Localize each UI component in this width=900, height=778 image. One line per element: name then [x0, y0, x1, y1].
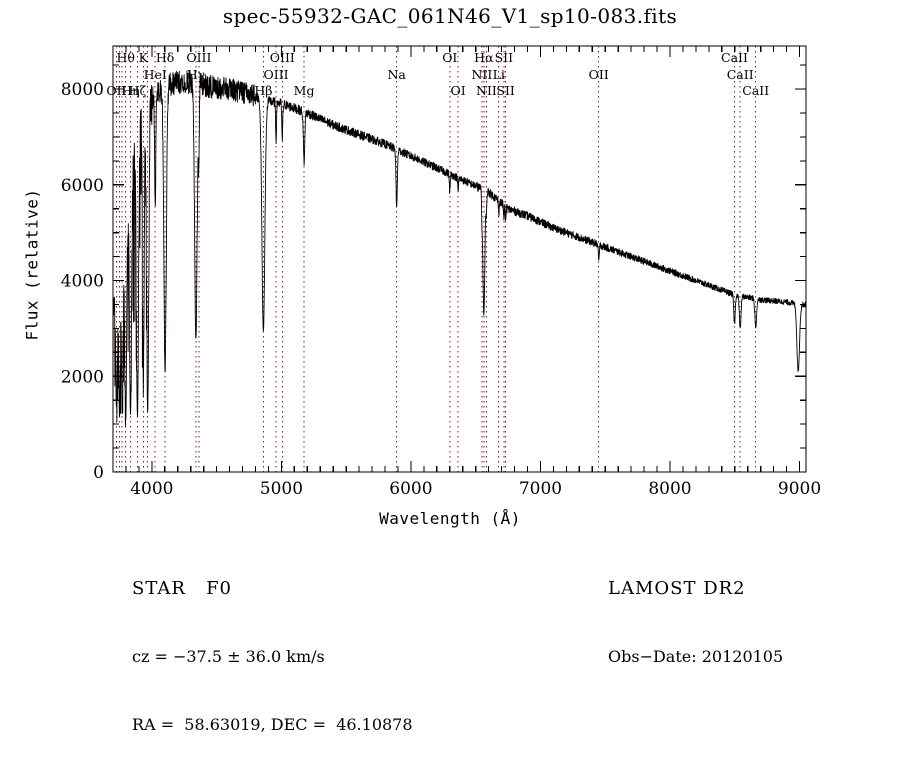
- spectrum-trace: [112, 70, 807, 428]
- y-tick-label: 8000: [61, 80, 104, 100]
- y-axis-title: Flux (relative): [22, 188, 42, 341]
- spectral-line-label: OI: [450, 83, 465, 98]
- spectral-line-label: OIII: [186, 50, 211, 65]
- tick-labels-group: 4000 5000 6000 7000 8000 9000 0 2000 4000 6000 800…: [61, 80, 821, 499]
- spectral-line-label: Hζ: [129, 83, 147, 98]
- spectral-line-label: Hβ: [254, 83, 272, 98]
- spectral-line-label: Hα: [474, 50, 494, 65]
- spectral-line-label: NII: [471, 67, 492, 82]
- spectrum-plot-page: spec-55932-GAC_061N46_V1_sp10-083.fits 4…: [22, 4, 822, 734]
- spectral-line-label: Hη: [121, 83, 139, 98]
- spectral-line-label: CaII: [721, 50, 748, 65]
- plot-frame: [112, 45, 807, 473]
- spectral-line-label: Mg: [294, 83, 315, 98]
- coordinates-text: RA = 58.63019, DEC = 46.10878: [132, 715, 413, 734]
- footer-right-block: LAMOST DR2 Obs−Date: 20120105: [608, 536, 783, 710]
- cz-text: cz = −37.5 ± 36.0 km/s: [132, 647, 325, 666]
- spectral-line-label: CaII: [742, 83, 769, 98]
- star-class-text: STAR F0: [132, 578, 233, 599]
- y-tick-label: 2000: [61, 367, 104, 387]
- spectral-line-label: SII: [496, 83, 515, 98]
- x-tick-label: 5000: [260, 479, 303, 499]
- spectral-line-label: OII: [589, 67, 609, 82]
- spectral-line-label: K: [139, 50, 149, 65]
- spectral-line-label: SII: [495, 50, 514, 65]
- spectral-line-label: Hδ: [156, 50, 174, 65]
- x-tick-label: 7000: [519, 479, 562, 499]
- spectral-line-label: HeI: [144, 67, 167, 82]
- footer-left-block: STAR F0 cz = −37.5 ± 36.0 km/s RA = 58.6…: [132, 536, 413, 778]
- y-tick-label: 0: [93, 463, 104, 483]
- spectral-line-label: OIII: [270, 50, 295, 65]
- spectral-line-label: Li: [493, 67, 505, 82]
- x-tick-label: 4000: [130, 479, 173, 499]
- x-tick-label: 6000: [389, 479, 432, 499]
- spectral-line-label: NII: [476, 83, 497, 98]
- spectral-line-label: Na: [387, 67, 406, 82]
- x-tick-label: 8000: [648, 479, 691, 499]
- spectral-line-label: Hγ: [187, 67, 205, 82]
- y-tick-label: 4000: [61, 272, 104, 292]
- x-tick-label: 9000: [778, 479, 821, 499]
- x-axis-title: Wavelength (Å): [379, 509, 521, 528]
- spectral-line-label: OI: [442, 50, 457, 65]
- line-marker-group: [115, 46, 757, 472]
- obs-date-text: Obs−Date: 20120105: [608, 647, 784, 666]
- axes-group: [112, 45, 807, 473]
- spectral-line-label: OIII: [264, 67, 289, 82]
- spectral-line-label: OII: [106, 83, 126, 98]
- spectral-line-label: Hθ: [116, 50, 134, 65]
- spectral-line-label: CaII: [727, 67, 754, 82]
- spectrum-chart: 4000 5000 6000 7000 8000 9000 0 2000 4000 6000 800…: [61, 45, 821, 499]
- survey-text: LAMOST DR2: [608, 578, 746, 599]
- y-tick-label: 6000: [61, 176, 104, 196]
- page-title: spec-55932-GAC_061N46_V1_sp10-083.fits: [222, 4, 678, 28]
- spectrum-trace-group: [112, 70, 807, 428]
